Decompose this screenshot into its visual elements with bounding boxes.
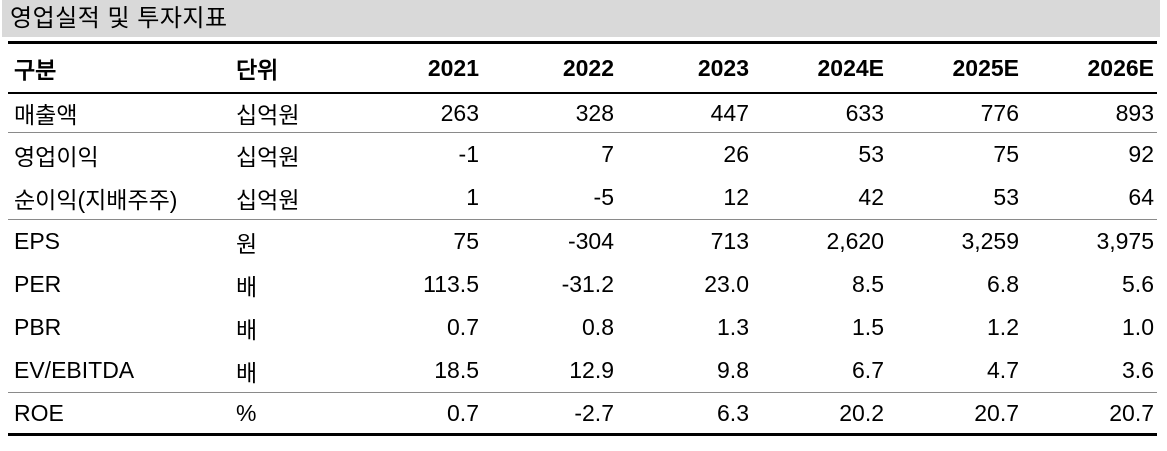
value-cell: 713 — [710, 228, 749, 254]
value-cell: 6.3 — [717, 399, 749, 426]
value-cell: 0.7 — [447, 314, 479, 340]
financials-table-wrap: 구분 단위 2021 2022 2023 2024E 2025E 2026E 매… — [8, 41, 1157, 436]
value-cell: 42 — [858, 184, 884, 210]
value-cell: 18.5 — [434, 357, 479, 383]
value-cell: 75 — [993, 141, 1019, 167]
value-cell: 3,975 — [1096, 228, 1154, 254]
value-cell: 20.2 — [839, 399, 884, 426]
value-cell: 776 — [980, 99, 1019, 126]
row-unit: 원 — [236, 230, 258, 257]
value-cell: 893 — [1115, 99, 1154, 126]
value-cell: 633 — [845, 99, 884, 126]
value-cell: 1.3 — [717, 314, 749, 340]
value-cell: 1 — [466, 184, 479, 210]
value-cell: 8.5 — [852, 271, 884, 297]
value-cell: 20.7 — [1109, 399, 1154, 426]
row-unit: 배 — [236, 359, 258, 386]
row-unit: % — [236, 399, 257, 426]
row-unit: 배 — [236, 316, 258, 343]
value-cell: 6.8 — [987, 271, 1019, 297]
table-row: 순이익(지배주주) 십억원 1 -5 12 42 53 64 — [8, 176, 1157, 220]
value-cell: 92 — [1128, 141, 1154, 167]
value-cell: 3.6 — [1122, 357, 1154, 383]
table-row: EPS 원 75 -304 713 2,620 3,259 3,975 — [8, 220, 1157, 264]
row-label: 영업이익 — [14, 143, 99, 170]
table-row: 매출액 십억원 263 328 447 633 776 893 — [8, 93, 1157, 133]
value-cell: 1.2 — [987, 314, 1019, 340]
header-year-2022: 2022 — [562, 54, 614, 81]
row-label: PER — [14, 271, 62, 297]
table-body: 매출액 십억원 263 328 447 633 776 893 영업이익 십억원 -1 7 26 53 75… — [8, 93, 1157, 435]
value-cell: 20.7 — [974, 399, 1019, 426]
header-year-2024e: 2024E — [817, 54, 884, 81]
value-cell: 0.8 — [582, 314, 614, 340]
value-cell: 447 — [710, 99, 749, 126]
value-cell: 53 — [993, 184, 1019, 210]
table-title: 영업실적 및 투자지표 — [10, 4, 228, 32]
value-cell: 12 — [723, 184, 749, 210]
row-label: EV/EBITDA — [14, 357, 135, 383]
value-cell: 12.9 — [569, 357, 614, 383]
value-cell: 1.5 — [852, 314, 884, 340]
table-title-bar: 영업실적 및 투자지표 — [2, 0, 1160, 37]
table-row: ROE% 0.7 -2.7 6.3 20.2 20.7 20.7 — [8, 393, 1157, 435]
header-category: 구분 — [14, 57, 57, 83]
row-label: 순이익(지배주주) — [14, 186, 178, 213]
value-cell: -31.2 — [561, 271, 614, 297]
value-cell: -304 — [567, 228, 614, 254]
value-cell: -1 — [458, 141, 479, 167]
row-unit: 배 — [236, 273, 258, 300]
value-cell: 7 — [601, 141, 614, 167]
value-cell: -2.7 — [574, 399, 614, 426]
row-label: 매출액 — [14, 102, 78, 128]
value-cell: -5 — [593, 184, 614, 210]
value-cell: 26 — [723, 141, 749, 167]
value-cell: 5.6 — [1122, 271, 1154, 297]
row-label: EPS — [14, 228, 61, 254]
header-year-2026e: 2026E — [1087, 54, 1154, 81]
value-cell: 1.0 — [1122, 314, 1154, 340]
value-cell: 6.7 — [852, 357, 884, 383]
row-label: ROE — [14, 399, 64, 426]
table-row: PER 배 113.5 -31.2 23.0 8.5 6.8 5.6 — [8, 263, 1157, 306]
row-unit: 십억원 — [236, 143, 300, 170]
table-row: 영업이익 십억원 -1 7 26 53 75 92 — [8, 133, 1157, 177]
header-year-2021: 2021 — [427, 54, 479, 81]
table-header-row: 구분 단위 2021 2022 2023 2024E 2025E 2026E — [8, 43, 1157, 93]
row-unit: 십억원 — [236, 102, 300, 128]
value-cell: 3,259 — [961, 228, 1019, 254]
row-label: PBR — [14, 314, 62, 340]
value-cell: 113.5 — [423, 271, 479, 297]
table-row: EV/EBITDA 배 18.5 12.9 9.8 6.7 4.7 3.6 — [8, 349, 1157, 393]
header-year-2025e: 2025E — [952, 54, 1019, 81]
value-cell: 0.7 — [447, 399, 479, 426]
value-cell: 9.8 — [717, 357, 749, 383]
financials-table: 구분 단위 2021 2022 2023 2024E 2025E 2026E 매… — [8, 41, 1157, 436]
value-cell: 75 — [453, 228, 479, 254]
header-unit: 단위 — [236, 57, 279, 83]
value-cell: 23.0 — [704, 271, 749, 297]
table-row: PBR 배 0.7 0.8 1.3 1.5 1.2 1.0 — [8, 306, 1157, 349]
value-cell: 2,620 — [826, 228, 884, 254]
value-cell: 263 — [440, 99, 479, 126]
value-cell: 4.7 — [987, 357, 1019, 383]
value-cell: 64 — [1128, 184, 1154, 210]
row-unit: 십억원 — [236, 186, 300, 213]
value-cell: 53 — [858, 141, 884, 167]
value-cell: 328 — [575, 99, 614, 126]
header-year-2023: 2023 — [697, 54, 749, 81]
